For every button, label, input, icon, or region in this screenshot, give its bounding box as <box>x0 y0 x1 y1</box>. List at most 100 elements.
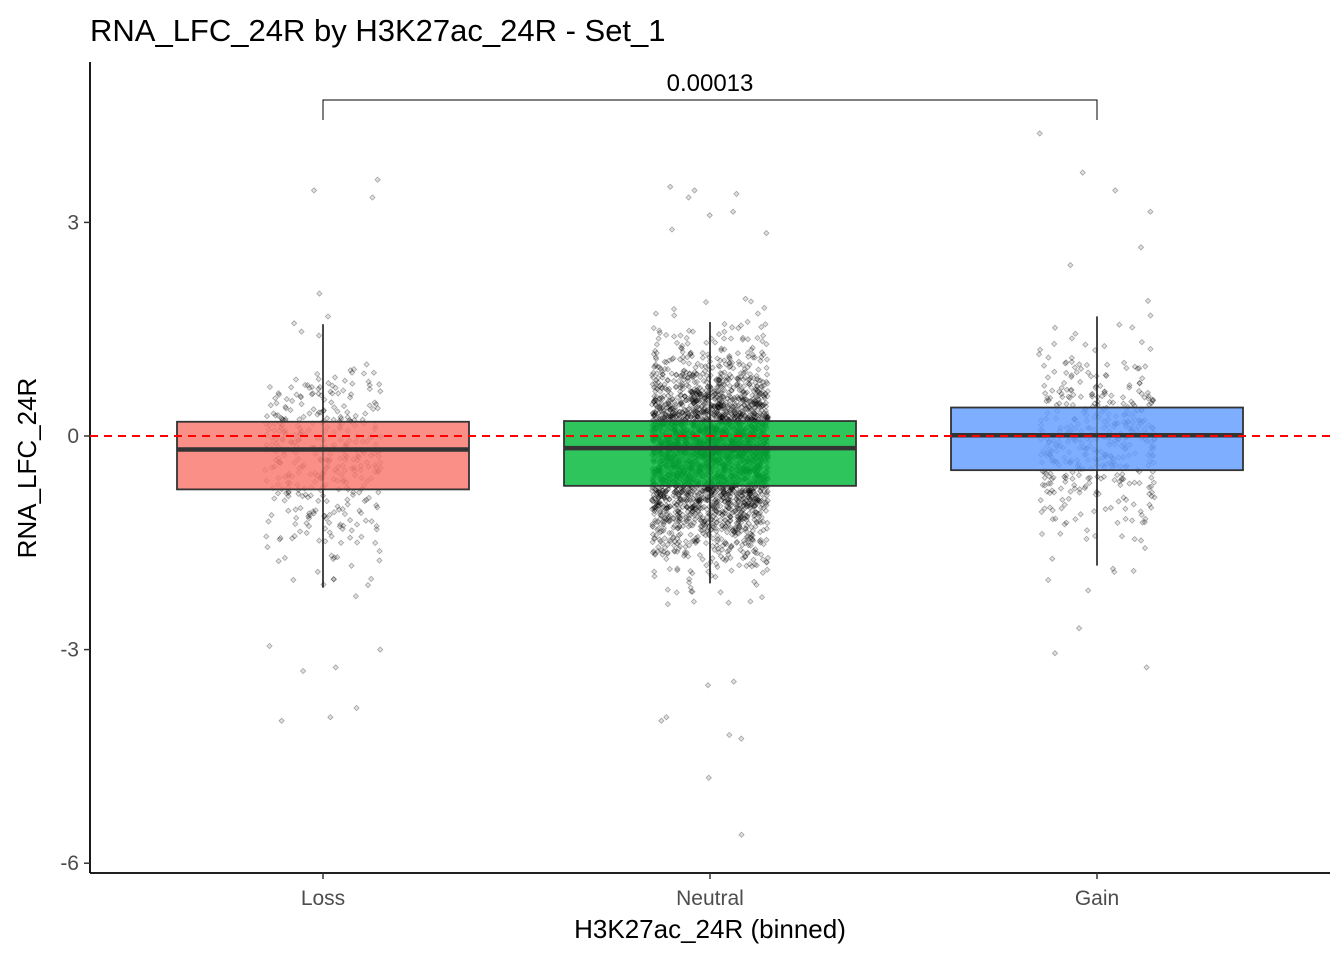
jitter-point <box>687 349 694 356</box>
jitter-point <box>728 506 735 513</box>
jitter-point <box>677 399 684 407</box>
jitter-point <box>664 392 672 399</box>
jitter-point <box>695 414 702 421</box>
jitter-point <box>650 384 658 391</box>
jitter-point <box>720 509 727 517</box>
jitter-point <box>661 544 668 551</box>
jitter-point <box>308 391 316 398</box>
jitter-point <box>719 411 726 418</box>
jitter-point <box>751 404 758 412</box>
jitter-point <box>743 503 750 510</box>
jitter-point <box>746 495 753 503</box>
jitter-point <box>672 404 679 411</box>
jitter-point <box>731 527 738 535</box>
jitter-point <box>648 401 656 408</box>
jitter-point <box>700 503 708 510</box>
jitter-point <box>726 407 734 414</box>
jitter-point <box>664 494 671 501</box>
jitter-point <box>714 499 721 506</box>
jitter-point <box>334 408 341 415</box>
jitter-point <box>285 493 292 500</box>
jitter-point <box>686 518 693 525</box>
jitter-point <box>655 502 662 509</box>
jitter-point <box>728 543 735 551</box>
jitter-point <box>676 522 683 530</box>
jitter-point <box>1118 533 1126 540</box>
jitter-point <box>703 497 711 504</box>
comparison-bracket <box>322 99 1098 120</box>
jitter-point <box>689 507 696 515</box>
jitter-point <box>732 532 739 539</box>
jitter-point <box>675 509 683 517</box>
jitter-point <box>357 509 365 517</box>
jitter-point <box>1068 335 1076 342</box>
jitter-point <box>649 374 657 381</box>
jitter-point <box>684 410 691 417</box>
jitter-point <box>732 507 739 515</box>
jitter-point <box>681 412 688 419</box>
jitter-point <box>649 538 656 546</box>
jitter-point <box>1072 516 1079 523</box>
jitter-point <box>1107 504 1115 511</box>
jitter-point <box>741 402 748 409</box>
jitter-point <box>738 515 746 523</box>
jitter-point <box>331 404 338 411</box>
jitter-point <box>757 401 765 408</box>
jitter-point <box>675 545 682 552</box>
jitter-point <box>1063 369 1070 377</box>
jitter-point <box>722 516 729 523</box>
jitter-point <box>733 490 740 497</box>
jitter-point <box>746 380 753 387</box>
jitter-point <box>1114 519 1121 526</box>
jitter-point <box>652 361 659 368</box>
jitter-point <box>664 377 672 384</box>
jitter-point <box>748 507 756 514</box>
jitter-point <box>364 581 372 589</box>
jitter-point <box>374 405 381 412</box>
jitter-point <box>1115 498 1122 505</box>
jitter-point <box>684 508 691 515</box>
jitter-point <box>681 551 689 558</box>
jitter-point <box>745 494 752 501</box>
jitter-point <box>675 491 683 498</box>
jitter-point <box>656 536 663 543</box>
jitter-point <box>695 508 702 516</box>
jitter-point <box>717 369 724 377</box>
jitter-point <box>276 536 283 543</box>
jitter-point <box>655 494 662 502</box>
jitter-point <box>739 410 747 418</box>
jitter-point <box>1131 535 1138 543</box>
jitter-point <box>743 516 750 524</box>
jitter-point <box>746 376 753 383</box>
jitter-point <box>726 354 733 361</box>
jitter-point <box>665 400 672 407</box>
jitter-point <box>325 379 332 387</box>
jitter-point <box>752 392 760 399</box>
jitter-point <box>744 501 752 508</box>
jitter-point <box>282 405 290 412</box>
jitter-point <box>314 568 321 575</box>
jitter-point <box>752 398 759 405</box>
jitter-point <box>687 389 695 396</box>
jitter-point <box>309 508 317 515</box>
jitter-point <box>700 409 707 417</box>
jitter-point <box>702 539 710 547</box>
jitter-point <box>759 569 767 576</box>
jitter-point <box>744 349 751 357</box>
jitter-point <box>727 394 734 401</box>
jitter-point <box>652 409 659 416</box>
jitter-point <box>735 401 743 408</box>
jitter-point <box>326 529 333 536</box>
jitter-point <box>688 411 695 418</box>
jitter-point <box>285 507 292 514</box>
jitter-point <box>718 370 726 377</box>
jitter-point <box>371 399 378 406</box>
jitter-point <box>736 505 743 512</box>
jitter-point <box>736 361 743 368</box>
jitter-point <box>735 358 743 365</box>
jitter-point <box>689 538 696 545</box>
jitter-point <box>263 533 270 540</box>
jitter-point <box>739 409 746 416</box>
jitter-point <box>665 517 672 525</box>
